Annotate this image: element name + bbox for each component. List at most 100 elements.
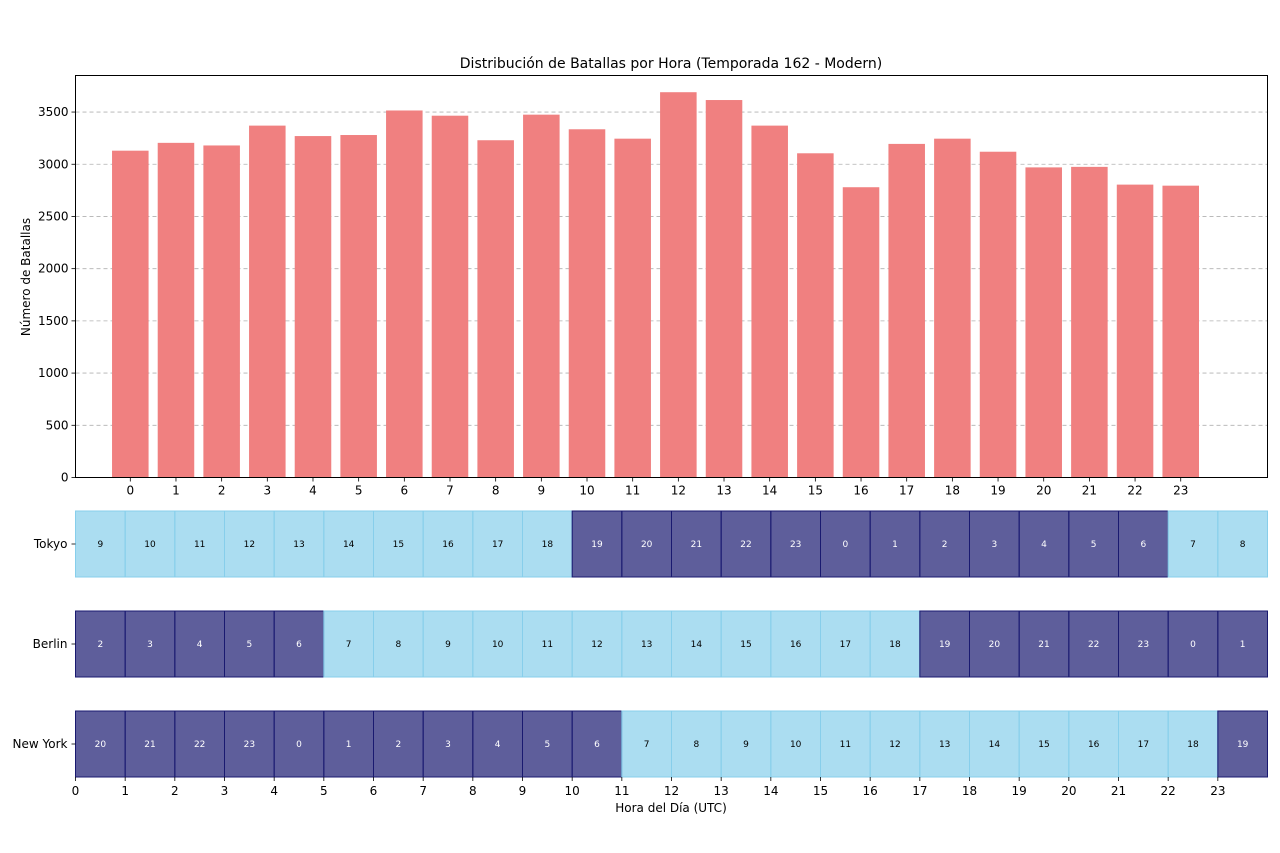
- hour-cell-label: 6: [296, 640, 302, 650]
- night-hour-cell: [273, 610, 325, 678]
- x-tick-label: 5: [355, 484, 363, 498]
- x-tick-label: 18: [962, 784, 977, 798]
- hour-cell-label: 15: [740, 640, 751, 650]
- hour-cell-label: 14: [343, 540, 355, 550]
- hour-cell-label: 9: [97, 540, 103, 550]
- x-tick-label: 10: [565, 784, 580, 798]
- hour-cell-label: 23: [790, 540, 801, 550]
- day-hour-cell: [323, 610, 375, 678]
- bar-hour-14: [751, 125, 788, 478]
- day-hour-cell: [422, 610, 474, 678]
- x-tick-label: 20: [1061, 784, 1076, 798]
- x-tick-label: 0: [72, 784, 80, 798]
- hour-cell-label: 18: [542, 540, 554, 550]
- bar-hour-0: [112, 150, 149, 478]
- night-hour-cell: [224, 610, 275, 678]
- bar-hour-15: [797, 153, 834, 478]
- y-tick-label: 500: [46, 418, 69, 432]
- night-hour-cell: [174, 710, 225, 778]
- hour-cell-label: 3: [991, 540, 997, 550]
- bar-hour-16: [842, 187, 880, 478]
- x-tick-label: 3: [221, 784, 229, 798]
- day-hour-cell: [1167, 510, 1219, 578]
- hour-cell-label: 21: [144, 740, 155, 750]
- hour-cell-label: 6: [594, 740, 600, 750]
- hour-cell-label: 13: [641, 640, 652, 650]
- x-tick-label: 5: [320, 784, 328, 798]
- day-hour-cell: [919, 710, 970, 778]
- hour-cell-label: 10: [144, 540, 156, 550]
- night-hour-cell: [820, 510, 871, 578]
- y-tick-label: 2500: [38, 209, 69, 223]
- hour-cell-label: 14: [691, 640, 703, 650]
- hour-cell-label: 19: [1237, 740, 1249, 750]
- bar-hour-5: [340, 135, 377, 478]
- timezone-row-label: Tokyo: [33, 537, 68, 551]
- bar-hour-1: [157, 142, 195, 478]
- hour-cell-label: 20: [989, 640, 1001, 650]
- timezone-row-berlin: 2 3 4 5 6 7 8 9 10 11 12 13 14 15 16 17 18 19 20 21 22 23 0 1Be…: [33, 610, 1269, 678]
- timezone-heatmap: 9 10 11 12 13 14 15 16 17 18 19 20 21 22 23 0 1 2 3 4 5 6 7 8To…: [13, 510, 1269, 778]
- x-tick-label: 11: [614, 784, 629, 798]
- night-hour-cell: [621, 510, 672, 578]
- hour-cell-label: 21: [691, 540, 702, 550]
- hour-cell-label: 12: [889, 740, 900, 750]
- hour-cell-label: 0: [1190, 640, 1196, 650]
- x-tick-label: 12: [664, 784, 679, 798]
- hour-cell-label: 4: [495, 740, 501, 750]
- night-hour-cell: [1018, 610, 1070, 678]
- hour-cell-label: 8: [693, 740, 699, 750]
- hour-cell-label: 8: [395, 640, 401, 650]
- hour-cell-label: 0: [296, 740, 302, 750]
- night-hour-cell: [1068, 610, 1120, 678]
- day-hour-cell: [373, 610, 424, 678]
- day-hour-cell: [969, 710, 1020, 778]
- hour-cell-label: 17: [840, 640, 851, 650]
- y-tick-label: 1500: [38, 314, 69, 328]
- hour-cell-label: 2: [395, 740, 401, 750]
- x-tick-label: 7: [419, 784, 427, 798]
- y-tick-label: 1000: [38, 366, 69, 380]
- hour-cell-label: 11: [194, 540, 205, 550]
- x-tick-label: 15: [808, 484, 823, 498]
- night-hour-cell: [1217, 710, 1269, 778]
- day-hour-cell: [472, 510, 524, 578]
- hour-cell-label: 5: [246, 640, 252, 650]
- x-tick-label: 13: [714, 784, 729, 798]
- bar-hour-4: [294, 136, 332, 478]
- night-hour-cell: [919, 510, 970, 578]
- x-tick-label: 16: [863, 784, 878, 798]
- day-hour-cell: [174, 510, 225, 578]
- hour-cell-label: 7: [644, 740, 650, 750]
- hour-cell-label: 22: [194, 740, 205, 750]
- night-hour-cell: [571, 510, 623, 578]
- night-hour-cell: [75, 610, 126, 678]
- timezone-row-tokyo: 9 10 11 12 13 14 15 16 17 18 19 20 21 22 23 0 1 2 3 4 5 6 7 8To…: [33, 510, 1269, 578]
- hour-cell-label: 20: [95, 740, 107, 750]
- day-hour-cell: [273, 510, 325, 578]
- x-tick-label: 4: [270, 784, 278, 798]
- x-tick-label: 8: [469, 784, 477, 798]
- day-hour-cell: [323, 510, 375, 578]
- hour-cell-label: 17: [492, 540, 503, 550]
- hour-cell-label: 7: [346, 640, 352, 650]
- hour-cell-label: 7: [1190, 540, 1196, 550]
- x-tick-label: 13: [716, 484, 731, 498]
- night-hour-cell: [919, 610, 970, 678]
- hour-cell-label: 10: [790, 740, 802, 750]
- day-hour-cell: [472, 610, 524, 678]
- x-tick-label: 23: [1210, 784, 1225, 798]
- night-hour-cell: [1068, 510, 1120, 578]
- night-hour-cell: [124, 710, 176, 778]
- night-hour-cell: [472, 710, 524, 778]
- x-tick-label: 4: [309, 484, 317, 498]
- x-tick-label: 6: [401, 484, 409, 498]
- x-tick-label: 18: [945, 484, 960, 498]
- day-hour-cell: [621, 710, 672, 778]
- hour-cell-label: 5: [1091, 540, 1097, 550]
- y-tick-label: 0: [61, 471, 69, 485]
- night-hour-cell: [124, 610, 176, 678]
- hour-cell-label: 4: [1041, 540, 1047, 550]
- hour-cell-label: 22: [740, 540, 751, 550]
